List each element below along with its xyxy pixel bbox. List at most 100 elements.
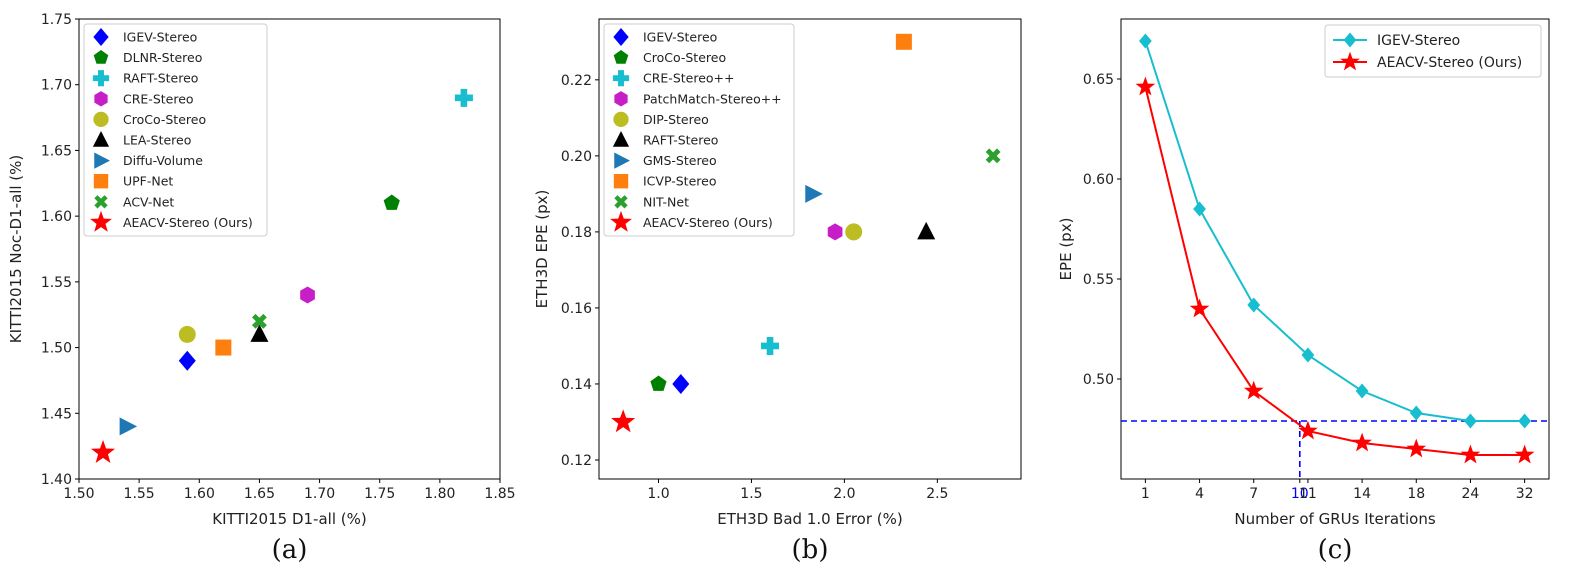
y-axis-label: ETH3D EPE (px) (533, 190, 551, 309)
point-patchmatch-stereo- (827, 223, 843, 241)
legend-marker (1343, 32, 1357, 48)
point-cre-stereo- (761, 336, 780, 355)
legend-marker (94, 152, 110, 169)
legend-label: CRE-Stereo++ (643, 71, 735, 86)
legend-label: GMS-Stereo (643, 153, 717, 168)
y-tick-label: 1.70 (41, 78, 72, 94)
legend-marker (612, 131, 630, 147)
legend-marker (93, 28, 109, 46)
x-tick-label: 1.0 (647, 486, 669, 502)
legend-label: RAFT-Stereo (643, 133, 718, 148)
legend-marker (93, 49, 109, 64)
legend-box (603, 23, 795, 237)
point-aeacv-stereo-ours- (1352, 432, 1372, 452)
legend-marker (613, 28, 629, 46)
y-tick-label: 1.55 (41, 275, 72, 291)
plot-frame (598, 18, 1022, 480)
x-tick-label: 18 (1407, 486, 1425, 502)
y-tick-label: 1.75 (41, 12, 72, 28)
point-aeacv-stereo-ours- (1514, 444, 1535, 464)
y-tick-label: 0.12 (561, 453, 592, 469)
panel-1: 1.0 1.5 2.0 2.5 0.12 0.14 0.16 0.18 0.20 0.22 ETH3… (533, 18, 1022, 565)
legend-label: CroCo-Stereo (643, 50, 726, 65)
point-aeacv-stereo-ours- (1298, 420, 1318, 440)
point-aeacv-stereo-ours- (91, 440, 116, 463)
series-line-igev-stereo (1144, 40, 1525, 422)
legend-marker (93, 111, 109, 128)
legend-label: AEACV-Stereo (Ours) (1377, 55, 1522, 71)
y-tick-label: 1.45 (41, 406, 72, 422)
x-axis-label: ETH3D Bad 1.0 Error (%) (717, 510, 902, 528)
panel-label: (c) (1318, 535, 1353, 565)
x-tick-label: 1.65 (244, 486, 275, 502)
legend-marker (1340, 51, 1360, 71)
x-tick-label: 1.85 (484, 486, 515, 502)
point-upf-net (215, 339, 232, 356)
y-tick-label: 0.14 (561, 377, 592, 393)
legend-marker (93, 174, 109, 189)
legend-marker (612, 70, 630, 87)
point-igev-stereo (672, 373, 690, 394)
legend-label: AEACV-Stereo (Ours) (123, 215, 253, 230)
panel-label: (a) (272, 535, 308, 565)
legend-label: Diffu-Volume (123, 153, 203, 168)
point-dip-stereo (845, 223, 863, 241)
x-tick-label: 24 (1462, 486, 1480, 502)
legend: IGEV-Stereo CroCo-Stereo CRE-Stereo++ Patch… (603, 23, 795, 237)
y-tick-label: 0.18 (561, 225, 592, 241)
point-aeacv-stereo-ours- (1460, 444, 1481, 464)
x-tick-label: 2.5 (926, 486, 948, 502)
x-tick-label-highlight: 10 (1291, 486, 1309, 502)
point-igev-stereo (1464, 413, 1477, 429)
point-aeacv-stereo-ours- (1406, 438, 1427, 458)
legend-label: IGEV-Stereo (1377, 33, 1460, 49)
point-igev-stereo (1518, 413, 1531, 429)
x-tick-label: 1.50 (63, 486, 94, 502)
legend-label: ICVP-Stereo (643, 174, 716, 189)
x-tick-label: 14 (1353, 486, 1371, 502)
legend-marker (94, 195, 108, 209)
y-tick-label: 1.50 (41, 341, 72, 357)
point-igev-stereo (1139, 33, 1152, 49)
y-tick-label: 0.50 (1083, 372, 1114, 388)
x-tick-label: 1.70 (304, 486, 335, 502)
legend-marker (614, 195, 628, 209)
point-igev-stereo (1409, 405, 1423, 421)
point-croco-stereo (650, 375, 667, 391)
legend: IGEV-Stereo AEACV-Stereo (Ours) (1324, 24, 1542, 78)
legend-label: IGEV-Stereo (643, 30, 717, 45)
legend-box (1324, 24, 1542, 78)
y-tick-label: 0.16 (561, 301, 592, 317)
point-igev-stereo (1247, 297, 1261, 313)
legend-label: CRE-Stereo (123, 91, 194, 106)
point-aeacv-stereo-ours- (1189, 298, 1210, 318)
y-tick-label: 0.20 (561, 149, 592, 165)
point-acv-net (252, 313, 267, 329)
y-tick-label: 0.60 (1083, 172, 1114, 188)
legend-label: DIP-Stereo (643, 112, 709, 127)
x-tick-label: 1.55 (124, 486, 155, 502)
x-tick-label: 1.80 (424, 486, 455, 502)
y-tick-label: 0.55 (1083, 272, 1114, 288)
legend-label: DLNR-Stereo (123, 50, 202, 65)
point-igev-stereo (178, 350, 196, 371)
y-tick-label: 1.65 (41, 143, 72, 159)
point-igev-stereo (1301, 347, 1315, 363)
point-aeacv-stereo-ours- (611, 409, 636, 433)
panel-0: 1.50 1.55 1.60 1.65 1.70 1.75 1.80 1.85 1.40 1.45… (7, 12, 516, 565)
y-tick-label: 0.65 (1083, 72, 1114, 88)
legend-label: CroCo-Stereo (123, 112, 206, 127)
x-axis-label: KITTI2015 D1-all (%) (212, 510, 366, 528)
legend-marker (92, 131, 110, 147)
x-tick-label: 32 (1516, 486, 1534, 502)
point-aeacv-stereo-ours- (1243, 380, 1264, 400)
point-cre-stereo (300, 286, 315, 304)
legend-marker (610, 210, 632, 232)
legend-label: PatchMatch-Stereo++ (643, 91, 782, 106)
plot-frame (1120, 18, 1550, 480)
y-axis-label: KITTI2015 Noc-D1-all (%) (7, 155, 25, 344)
y-tick-label: 0.22 (561, 73, 592, 89)
x-tick-label: 11 (1299, 486, 1317, 502)
